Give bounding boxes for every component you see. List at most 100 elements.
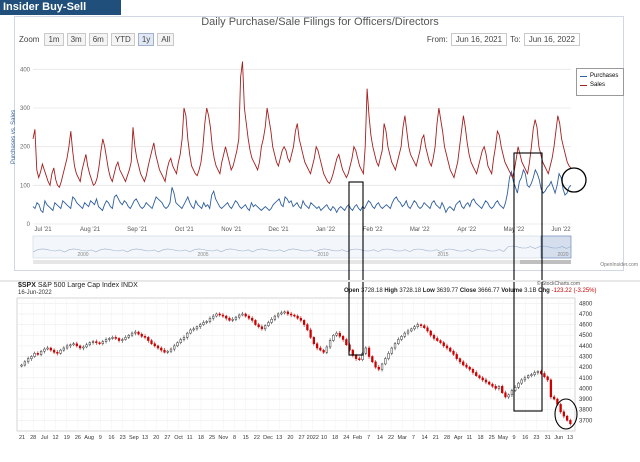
spx-x-tick-label: 14 bbox=[377, 435, 383, 441]
candle-body bbox=[88, 342, 91, 346]
spx-x-tick-label: Jul bbox=[41, 435, 48, 441]
candle-body bbox=[176, 342, 179, 347]
insider-x-tick-label: Dec '21 bbox=[268, 227, 289, 233]
candle-body bbox=[432, 334, 436, 339]
candle-body bbox=[371, 356, 374, 363]
spx-symbol: $SPX bbox=[18, 282, 36, 289]
candle-body bbox=[465, 364, 468, 368]
candle-body bbox=[384, 358, 387, 365]
candle-body bbox=[137, 331, 140, 335]
zoom-6m-button[interactable]: 6m bbox=[88, 33, 108, 46]
annotation-circle-top bbox=[561, 167, 587, 193]
candle-body bbox=[497, 386, 501, 389]
candle-body bbox=[302, 320, 306, 325]
candle-body bbox=[192, 328, 195, 331]
navigator-year-label: 2010 bbox=[317, 252, 328, 258]
candle-body bbox=[127, 334, 130, 338]
stockcharts-credit: © StockCharts.com bbox=[536, 281, 580, 287]
candle-body bbox=[85, 344, 88, 348]
legend-swatch-purchases bbox=[580, 75, 587, 78]
spx-y-tick-label: 4200 bbox=[579, 365, 593, 371]
candle-body bbox=[264, 325, 267, 330]
spx-x-tick-label: 13 bbox=[567, 435, 573, 441]
spx-x-tick-label: 18 bbox=[198, 435, 204, 441]
spx-stats: Open 3728.18 High 3728.18 Low 3639.77 Cl… bbox=[344, 288, 597, 294]
candle-body bbox=[377, 366, 380, 370]
candle-body bbox=[517, 382, 520, 388]
zoom-1y-button[interactable]: 1y bbox=[137, 33, 155, 46]
spx-x-tick-label: 16 bbox=[522, 435, 528, 441]
candle-body bbox=[62, 347, 65, 351]
candle-body bbox=[514, 387, 517, 391]
legend-item-sales[interactable]: Sales bbox=[580, 81, 620, 90]
candle-body bbox=[533, 372, 536, 375]
spx-x-tick-label: 20 bbox=[287, 435, 293, 441]
candle-body bbox=[478, 375, 481, 379]
spx-x-tick-label: 10 bbox=[321, 435, 327, 441]
candle-body bbox=[218, 313, 221, 316]
candle-body bbox=[322, 349, 325, 353]
insider-y-axis-label: Purchases vs. Sales bbox=[11, 110, 17, 164]
candle-body bbox=[254, 320, 257, 325]
to-date-input[interactable]: Jun 16, 2022 bbox=[523, 33, 580, 46]
candle-body bbox=[276, 313, 280, 317]
candle-body bbox=[231, 319, 234, 321]
candle-body bbox=[527, 375, 530, 379]
spx-x-tick-label: Feb bbox=[353, 435, 362, 441]
candle-body bbox=[393, 343, 397, 349]
candle-body bbox=[354, 355, 358, 359]
zoom-1m-button[interactable]: 1m bbox=[44, 33, 64, 46]
candle-body bbox=[455, 354, 458, 359]
candle-body bbox=[559, 404, 562, 413]
from-label: From: bbox=[426, 35, 448, 44]
candle-body bbox=[189, 329, 192, 334]
candle-body bbox=[121, 339, 124, 341]
candle-body bbox=[195, 326, 199, 330]
candle-body bbox=[367, 347, 371, 357]
spx-x-tick-label: 20 bbox=[153, 435, 159, 441]
candle-body bbox=[436, 338, 439, 341]
candle-body bbox=[166, 350, 169, 353]
candle-body bbox=[111, 337, 114, 339]
candle-body bbox=[429, 330, 432, 336]
candle-body bbox=[69, 344, 72, 347]
zoom-3m-button[interactable]: 3m bbox=[66, 33, 86, 46]
spx-x-tick-label: Dec bbox=[263, 435, 273, 441]
from-date-input[interactable]: Jun 16, 2021 bbox=[450, 33, 508, 46]
candle-body bbox=[543, 373, 546, 377]
candle-body bbox=[244, 313, 247, 317]
date-range: From: Jun 16, 2021 To: Jun 16, 2022 bbox=[427, 33, 580, 46]
candle-body bbox=[33, 353, 36, 357]
candle-body bbox=[530, 374, 533, 376]
spx-x-tick-label: Jun bbox=[554, 435, 563, 441]
candle-body bbox=[569, 420, 572, 425]
spx-x-tick-label: May bbox=[498, 435, 509, 441]
candle-body bbox=[186, 332, 189, 338]
candle-body bbox=[234, 316, 238, 320]
insider-x-tick-label: Sep '21 bbox=[127, 227, 148, 233]
spx-x-tick-label: 31 bbox=[545, 435, 551, 441]
candle-body bbox=[95, 341, 98, 343]
candle-body bbox=[49, 347, 52, 351]
candle-body bbox=[562, 411, 566, 417]
candle-body bbox=[442, 342, 445, 347]
candle-body bbox=[406, 330, 410, 334]
spx-x-tick-label: 27 bbox=[299, 435, 305, 441]
candle-body bbox=[91, 341, 95, 343]
candle-body bbox=[452, 350, 455, 355]
navigator-selection bbox=[540, 235, 572, 259]
zoom-all-button[interactable]: All bbox=[157, 33, 175, 46]
spx-x-tick-label: 23 bbox=[120, 435, 126, 441]
zoom-ytd-button[interactable]: YTD bbox=[110, 33, 135, 46]
zoom-label: Zoom bbox=[19, 35, 40, 44]
candle-body bbox=[374, 361, 377, 368]
candle-body bbox=[439, 340, 442, 343]
zoom-controls: Zoom 1m 3m 6m YTD 1y All bbox=[19, 33, 175, 46]
candle-body bbox=[104, 339, 108, 342]
candle-body bbox=[225, 315, 228, 319]
legend-item-purchases[interactable]: Purchases bbox=[580, 72, 620, 81]
candle-body bbox=[549, 379, 553, 398]
spx-x-tick-label: 11 bbox=[187, 435, 193, 441]
open-value: 3728.18 bbox=[361, 288, 383, 294]
